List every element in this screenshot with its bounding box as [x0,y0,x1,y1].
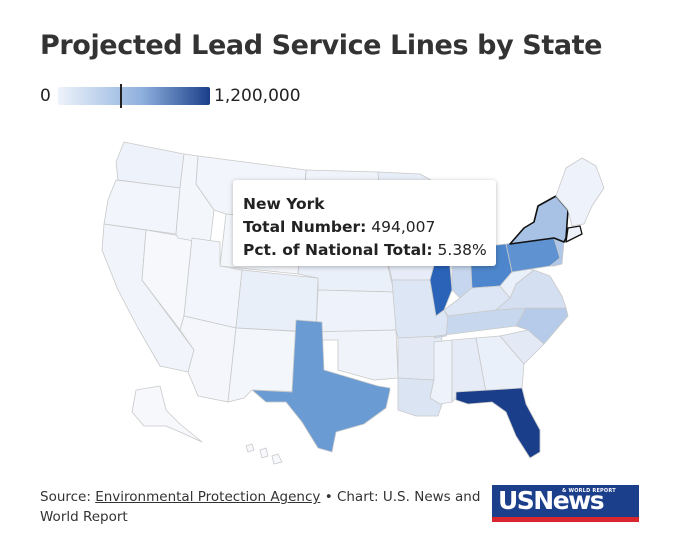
chart-credit: • Chart: U.S. News and World Report [40,489,481,525]
source-footer: Source: Environmental Protection Agency … [40,487,488,527]
state-ct-outline[interactable] [565,225,583,243]
state-new-england[interactable] [555,157,605,227]
tooltip-state-name: New York [243,195,325,213]
logo-red-stripe [492,517,639,522]
tooltip-total-row: Total Number: 494,007 [243,216,486,239]
tooltip-total-label: Total Number: [243,218,367,236]
legend-min-label: 0 [40,86,51,106]
color-legend: 0 1,200,000 [40,84,340,108]
logo-wordmark: USNews [498,486,605,515]
state-ny[interactable] [509,195,569,245]
source-link[interactable]: Environmental Protection Agency [95,489,321,505]
state-ks[interactable] [315,289,397,333]
tooltip-pct-label: Pct. of National Total: [243,241,433,259]
legend-max-label: 1,200,000 [214,86,301,106]
state-tx[interactable] [251,319,391,453]
chart-title: Projected Lead Service Lines by State [40,30,603,61]
legend-value-marker [119,84,122,108]
state-fl[interactable] [455,387,541,459]
state-hi[interactable] [245,443,283,465]
state-tooltip: New York Total Number: 494,007 Pct. of N… [233,180,496,266]
legend-gradient-bar [58,87,210,105]
tooltip-total-value: 494,007 [371,218,436,236]
source-prefix: Source: [40,489,96,505]
logo-subtitle: & WORLD REPORT [562,488,616,494]
state-ak[interactable] [131,385,203,443]
usnews-logo[interactable]: USNews & WORLD REPORT [492,485,639,522]
tooltip-pct-row: Pct. of National Total: 5.38% [243,239,487,262]
tooltip-pct-value: 5.38% [437,241,487,259]
